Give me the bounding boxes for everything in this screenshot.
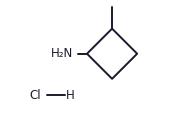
Text: H: H xyxy=(66,89,75,102)
Text: H₂N: H₂N xyxy=(51,46,73,59)
Text: Cl: Cl xyxy=(30,89,41,102)
